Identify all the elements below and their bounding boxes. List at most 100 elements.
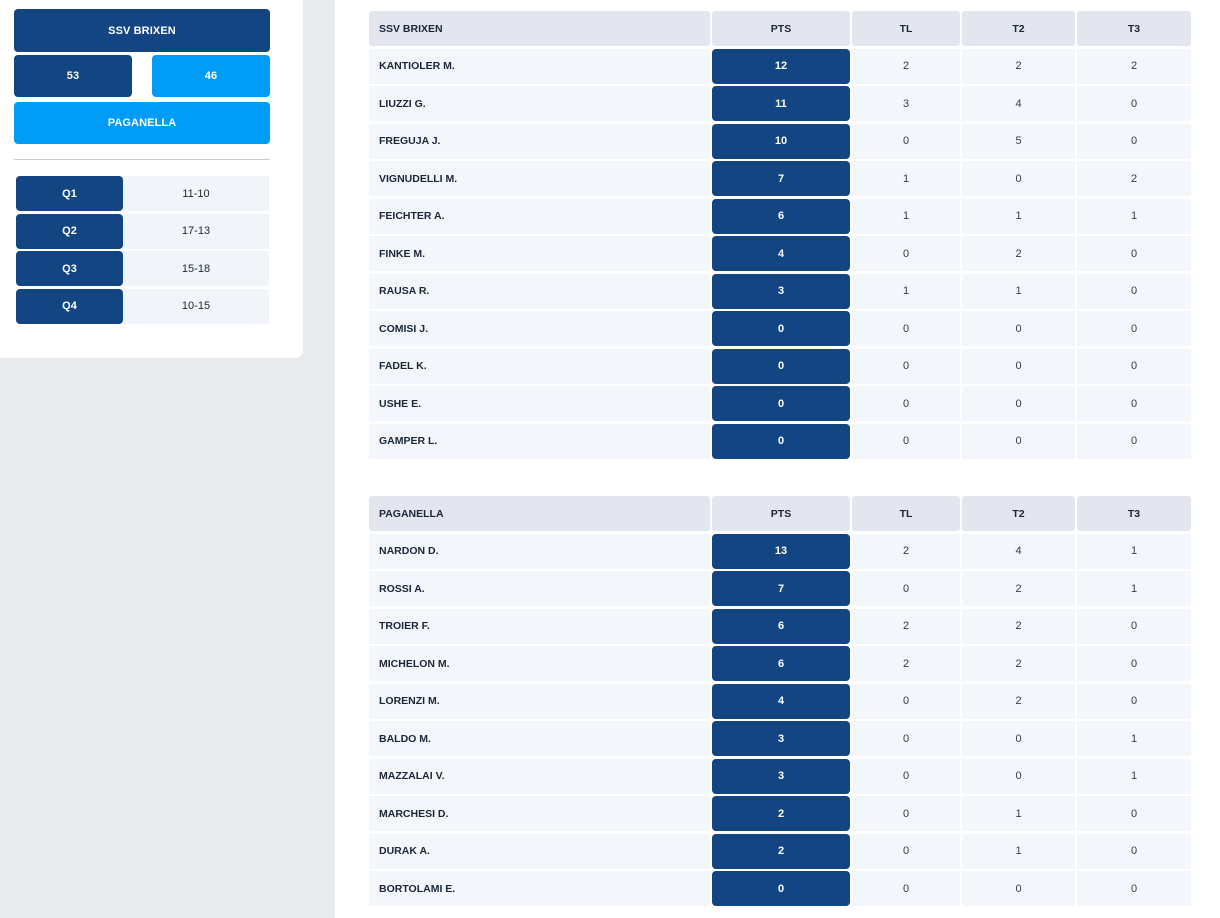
player-free-throws: 0 — [852, 571, 960, 606]
player-free-throws: 0 — [852, 123, 960, 159]
column-header-t2[interactable]: T2 — [962, 496, 1075, 531]
home-team-button[interactable]: SSV BRIXEN — [14, 9, 270, 52]
divider — [14, 159, 270, 160]
quarter-scores: Q1 11-10 Q2 17-13 Q3 15-18 Q4 10-15 — [16, 176, 269, 326]
quarter-label[interactable]: Q2 — [16, 213, 123, 249]
column-header-t3[interactable]: T3 — [1077, 496, 1191, 531]
player-name[interactable]: ROSSI A. — [369, 571, 710, 606]
boxscore-panel: SSV BRIXEN PTS TL T2 T3 KANTIOLER M. 12 2 2 2 LIUZ… — [335, 0, 1220, 918]
quarter-row: Q4 10-15 — [16, 288, 269, 324]
away-score-button[interactable]: 46 — [152, 55, 270, 97]
column-header-tl[interactable]: TL — [852, 11, 960, 46]
table-header-row: SSV BRIXEN PTS TL T2 T3 — [369, 11, 1193, 46]
player-free-throws: 2 — [852, 646, 960, 681]
player-name[interactable]: VIGNUDELLI M. — [369, 161, 710, 196]
column-header-pts[interactable]: PTS — [712, 11, 850, 46]
player-three-pointers: 0 — [1077, 273, 1191, 309]
quarter-label[interactable]: Q4 — [16, 288, 123, 324]
table-row: FEICHTER A. 6 1 1 1 — [369, 198, 1193, 234]
player-three-pointers: 2 — [1077, 161, 1191, 196]
player-name[interactable]: NARDON D. — [369, 533, 710, 569]
player-points: 7 — [712, 571, 850, 606]
player-name[interactable]: BALDO M. — [369, 721, 710, 756]
player-two-pointers: 1 — [962, 198, 1075, 234]
player-two-pointers: 4 — [962, 86, 1075, 121]
player-points: 0 — [712, 386, 850, 421]
away-team-button[interactable]: PAGANELLA — [14, 102, 270, 144]
player-two-pointers: 2 — [962, 571, 1075, 606]
column-header-pts[interactable]: PTS — [712, 496, 850, 531]
player-name[interactable]: USHE E. — [369, 386, 710, 421]
home-score-button[interactable]: 53 — [14, 55, 132, 97]
player-points: 0 — [712, 311, 850, 346]
player-name[interactable]: FREGUJA J. — [369, 123, 710, 159]
player-free-throws: 2 — [852, 48, 960, 84]
player-two-pointers: 0 — [962, 871, 1075, 906]
table-header-row: PAGANELLA PTS TL T2 T3 — [369, 496, 1193, 531]
player-free-throws: 1 — [852, 273, 960, 309]
quarter-label[interactable]: Q3 — [16, 251, 123, 286]
player-three-pointers: 0 — [1077, 423, 1191, 459]
player-two-pointers: 2 — [962, 48, 1075, 84]
player-points: 0 — [712, 348, 850, 384]
table-row: DURAK A. 2 0 1 0 — [369, 833, 1193, 869]
quarter-row: Q3 15-18 — [16, 251, 269, 286]
player-three-pointers: 0 — [1077, 871, 1191, 906]
player-free-throws: 3 — [852, 86, 960, 121]
player-name[interactable]: LIUZZI G. — [369, 86, 710, 121]
player-name[interactable]: KANTIOLER M. — [369, 48, 710, 84]
player-free-throws: 0 — [852, 683, 960, 719]
player-name[interactable]: RAUSA R. — [369, 273, 710, 309]
column-header-t2[interactable]: T2 — [962, 11, 1075, 46]
player-name[interactable]: DURAK A. — [369, 833, 710, 869]
player-free-throws: 0 — [852, 758, 960, 794]
player-three-pointers: 1 — [1077, 533, 1191, 569]
player-three-pointers: 1 — [1077, 721, 1191, 756]
player-name[interactable]: FADEL K. — [369, 348, 710, 384]
player-name[interactable]: TROIER F. — [369, 608, 710, 644]
table-row: LORENZI M. 4 0 2 0 — [369, 683, 1193, 719]
quarter-score: 17-13 — [123, 213, 269, 249]
player-points: 10 — [712, 123, 850, 159]
player-points: 3 — [712, 758, 850, 794]
player-three-pointers: 0 — [1077, 86, 1191, 121]
table-row: ROSSI A. 7 0 2 1 — [369, 571, 1193, 606]
player-three-pointers: 0 — [1077, 796, 1191, 831]
column-header-t3[interactable]: T3 — [1077, 11, 1191, 46]
player-name[interactable]: FINKE M. — [369, 236, 710, 271]
player-name[interactable]: MARCHESI D. — [369, 796, 710, 831]
player-three-pointers: 0 — [1077, 348, 1191, 384]
player-free-throws: 0 — [852, 833, 960, 869]
player-name[interactable]: LORENZI M. — [369, 683, 710, 719]
player-free-throws: 0 — [852, 721, 960, 756]
quarter-label[interactable]: Q1 — [16, 176, 123, 211]
player-two-pointers: 1 — [962, 273, 1075, 309]
table-row: MAZZALAI V. 3 0 0 1 — [369, 758, 1193, 794]
column-header-tl[interactable]: TL — [852, 496, 960, 531]
team-name-header: PAGANELLA — [369, 496, 710, 531]
player-three-pointers: 2 — [1077, 48, 1191, 84]
table-row: FADEL K. 0 0 0 0 — [369, 348, 1193, 384]
player-points: 0 — [712, 423, 850, 459]
player-name[interactable]: COMISI J. — [369, 311, 710, 346]
player-two-pointers: 2 — [962, 608, 1075, 644]
player-name[interactable]: BORTOLAMI E. — [369, 871, 710, 906]
player-two-pointers: 0 — [962, 386, 1075, 421]
player-points: 6 — [712, 646, 850, 681]
match-summary-card: SSV BRIXEN 53 46 PAGANELLA Q1 11-10 Q2 1… — [0, 0, 303, 358]
home-boxscore-table: SSV BRIXEN PTS TL T2 T3 KANTIOLER M. 12 2 2 2 LIUZ… — [369, 11, 1193, 461]
player-three-pointers: 1 — [1077, 571, 1191, 606]
table-row: LIUZZI G. 11 3 4 0 — [369, 86, 1193, 121]
player-name[interactable]: FEICHTER A. — [369, 198, 710, 234]
table-row: NARDON D. 13 2 4 1 — [369, 533, 1193, 569]
player-three-pointers: 0 — [1077, 236, 1191, 271]
player-name[interactable]: MICHELON M. — [369, 646, 710, 681]
player-free-throws: 0 — [852, 423, 960, 459]
away-boxscore-table: PAGANELLA PTS TL T2 T3 NARDON D. 13 2 4 1 ROSSI A.… — [369, 496, 1193, 909]
table-row: FREGUJA J. 10 0 5 0 — [369, 123, 1193, 159]
table-row: TROIER F. 6 2 2 0 — [369, 608, 1193, 644]
table-row: GAMPER L. 0 0 0 0 — [369, 423, 1193, 459]
player-free-throws: 0 — [852, 311, 960, 346]
player-name[interactable]: MAZZALAI V. — [369, 758, 710, 794]
player-name[interactable]: GAMPER L. — [369, 423, 710, 459]
